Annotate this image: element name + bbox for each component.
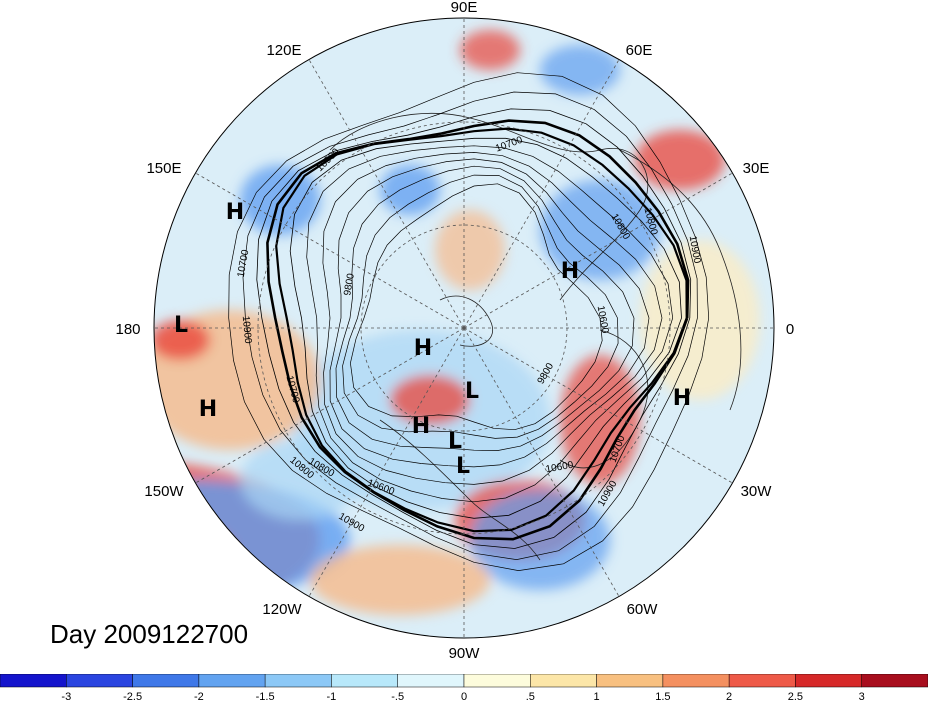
warm-anomaly — [390, 375, 470, 425]
geopotential-contour — [329, 158, 650, 468]
geopotential-contour — [322, 152, 663, 485]
colorbar-swatch — [198, 674, 266, 688]
contour-value-label: 10900 — [240, 315, 253, 344]
colorbar-swatch — [530, 674, 597, 688]
cold-anomaly — [540, 180, 660, 280]
colorbar-tick-label: -1.5 — [256, 691, 275, 702]
colorbar-swatch — [463, 674, 531, 688]
high-pressure-marker: H — [561, 259, 579, 284]
colorbar-swatch — [66, 674, 133, 688]
colorbar-swatch — [596, 674, 664, 688]
longitude-labels: 90E 60E 120E 150E 30E 180 0 150W 30W 120W 60W 90W — [115, 0, 794, 662]
low-pressure-marker: L — [448, 429, 462, 454]
meridian-line — [463, 327, 733, 484]
colorbar-tick-label: -2 — [194, 691, 204, 702]
colorbar-swatch — [795, 674, 862, 688]
warm-anomaly — [435, 210, 505, 290]
contour-value-label: 10600 — [545, 460, 575, 476]
meridian-line — [308, 59, 465, 329]
geopotential-contour — [306, 145, 674, 503]
colorbar-swatch — [861, 674, 928, 688]
high-pressure-marker: H — [199, 397, 217, 422]
geopotential-contour — [335, 165, 635, 451]
colorbar-tick-label: -2.5 — [123, 691, 142, 702]
cold-anomaly — [540, 45, 620, 95]
geopotential-contour — [275, 127, 688, 533]
geopotential-contour — [342, 174, 619, 439]
warm-anomaly — [154, 320, 210, 360]
colorbar-swatch — [264, 674, 332, 688]
longitude-label: 0 — [786, 321, 794, 338]
colorbar-tick-label: 2.5 — [788, 691, 803, 702]
colorbar-tick-label: -.5 — [391, 691, 404, 702]
colorbar-tick-label: -3 — [61, 691, 71, 702]
figure-title: Day 2009122700 — [50, 619, 249, 649]
latitude-circle — [257, 121, 671, 535]
meridian-line — [308, 327, 465, 597]
longitude-label: 150W — [144, 483, 184, 500]
geopotential-contour — [256, 108, 692, 549]
geopotential-contour — [289, 137, 682, 519]
colorbar-tick-label: 2 — [726, 691, 732, 702]
meridian-line — [463, 172, 733, 329]
longitude-label: 120W — [262, 601, 302, 618]
colorbar-swatch — [397, 674, 465, 688]
longitude-label: 90E — [451, 0, 478, 16]
geopotential-contour — [350, 183, 603, 431]
longitude-label: 150E — [146, 160, 181, 177]
colorbar-tick-label: 3 — [859, 691, 865, 702]
geopotential-contour — [266, 119, 690, 541]
cold-anomaly — [240, 440, 360, 520]
geopotential-contour — [228, 72, 710, 571]
high-pressure-marker: H — [414, 336, 432, 361]
meridian-line — [195, 327, 465, 484]
colorbar-tick-label: -1 — [327, 691, 337, 702]
map-boundary — [153, 17, 775, 639]
warm-anomaly — [310, 545, 490, 615]
colorbar-swatch — [132, 674, 200, 688]
contour-value-label: 10600 — [595, 305, 611, 335]
longitude-label: 30E — [743, 160, 770, 177]
warm-anomaly — [154, 505, 235, 605]
cold-anomaly — [470, 490, 610, 590]
contour-value-label: 10700 — [236, 248, 252, 278]
height-contours — [228, 72, 710, 571]
colorbar-tick-label: 0 — [461, 691, 467, 702]
low-pressure-marker: L — [465, 379, 479, 404]
longitude-label: 120E — [266, 42, 301, 59]
meridian-line — [195, 172, 465, 329]
geopotential-contour — [242, 91, 698, 560]
longitude-label: 90W — [449, 645, 481, 662]
colorbar: -3 -2.5 -2 -1.5 -1 -.5 0 .5 1 1.5 2 2.5 3 — [0, 674, 928, 702]
longitude-label: 60E — [626, 42, 653, 59]
meridian-line — [463, 59, 620, 329]
high-pressure-marker: H — [412, 414, 430, 439]
latitude-circle — [360, 224, 568, 432]
colorbar-tick-label: 1 — [594, 691, 600, 702]
warm-anomaly — [560, 355, 640, 485]
colorbar-tick-label: .5 — [526, 691, 535, 702]
meridian-line — [463, 327, 620, 597]
warm-anomaly — [460, 30, 520, 70]
high-pressure-marker: H — [226, 200, 244, 225]
cold-anomaly — [380, 165, 440, 215]
graticule — [154, 18, 774, 638]
longitude-label: 60W — [627, 601, 659, 618]
longitude-label: 30W — [741, 483, 773, 500]
colorbar-tick-label: 1.5 — [655, 691, 670, 702]
contour-value-label: 9800 — [342, 272, 357, 296]
low-pressure-marker: L — [174, 313, 188, 338]
colorbar-swatch — [728, 674, 796, 688]
contour-value-label: 10900 — [687, 235, 703, 265]
colorbar-swatch — [331, 674, 398, 688]
colorbar-swatch — [662, 674, 730, 688]
high-pressure-marker: H — [673, 386, 691, 411]
longitude-label: 180 — [115, 321, 140, 338]
colorbar-swatch — [0, 674, 67, 688]
low-pressure-marker: L — [456, 454, 470, 479]
warm-anomaly — [635, 130, 725, 190]
